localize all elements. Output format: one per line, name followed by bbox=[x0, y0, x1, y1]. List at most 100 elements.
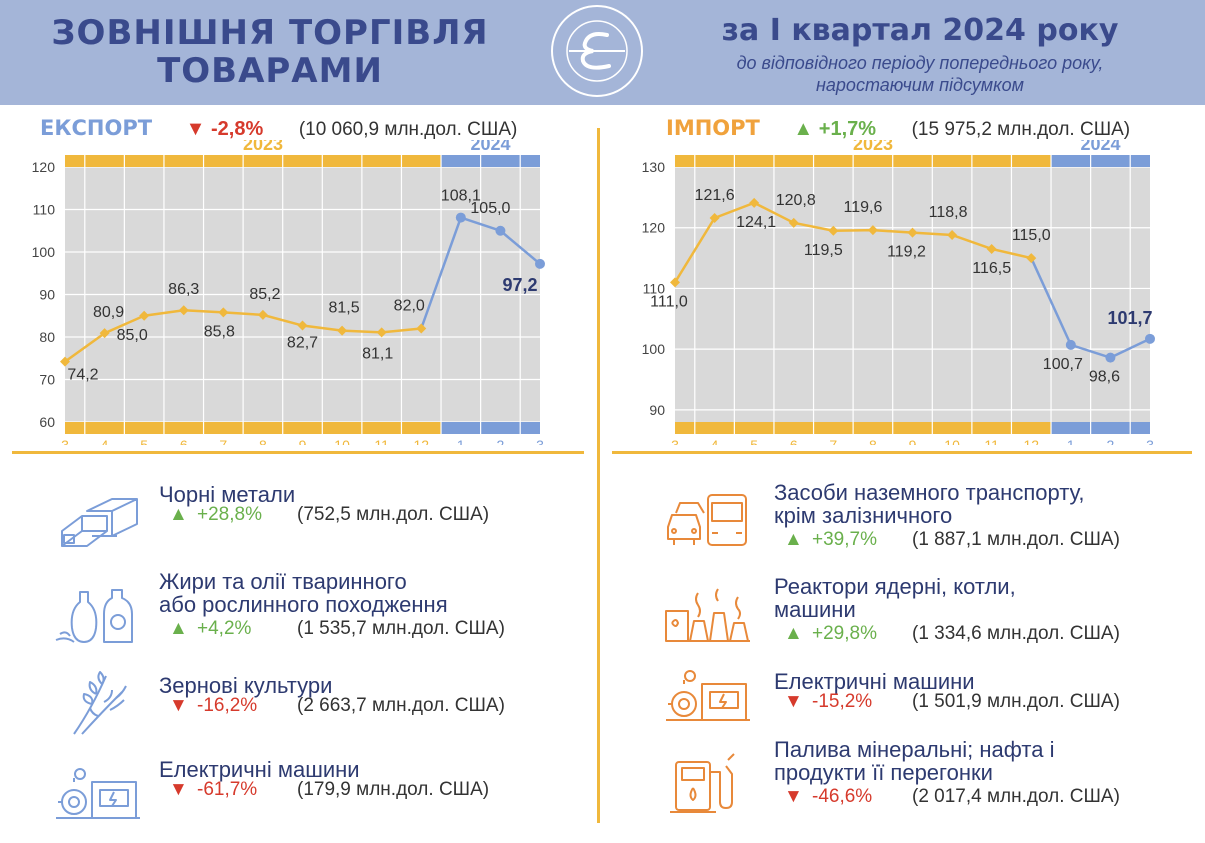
page-title: ЗОВНІШНЯ ТОРГІВЛЯ ТОВАРАМИ bbox=[30, 14, 510, 90]
x-tick-label: 12 bbox=[1023, 437, 1039, 445]
data-point bbox=[218, 307, 229, 318]
y-tick-label: 80 bbox=[39, 329, 55, 345]
x-tick-label: 5 bbox=[140, 437, 148, 445]
data-label: 82,7 bbox=[287, 335, 318, 352]
period-block: за I квартал 2024 року до відповідного п… bbox=[690, 10, 1150, 96]
year-label-2024: 2024 bbox=[1080, 140, 1120, 154]
vertical-divider bbox=[597, 128, 600, 823]
year-band-2023 bbox=[65, 155, 442, 167]
oil-bottles-icon bbox=[52, 580, 144, 653]
item-change: -46,6% bbox=[812, 786, 873, 807]
electric-machine-icon bbox=[52, 760, 144, 833]
item-change: +4,2% bbox=[197, 618, 252, 639]
data-label: 105,0 bbox=[470, 200, 510, 217]
series-line-2023 bbox=[64, 308, 422, 363]
data-label: 108,1 bbox=[441, 188, 481, 205]
data-point bbox=[139, 310, 150, 321]
x-tick-label: 9 bbox=[299, 437, 307, 445]
data-label: 86,3 bbox=[168, 281, 199, 298]
item-amount: (2 017,4 млн.дол. США) bbox=[912, 786, 1120, 807]
item-change: -61,7% bbox=[197, 779, 258, 800]
data-label: 80,9 bbox=[93, 304, 124, 321]
y-tick-label: 110 bbox=[643, 280, 666, 296]
data-label: 120,8 bbox=[776, 192, 816, 209]
data-point bbox=[297, 320, 308, 331]
item-name-line-2: продукти її перегонки bbox=[774, 760, 993, 785]
x-tick-label: 3 bbox=[671, 437, 679, 445]
data-point bbox=[257, 309, 268, 320]
x-tick-label: 3 bbox=[536, 437, 544, 445]
item-change-row: ▲ +39,7% (1 887,1 млн.дол. США) bbox=[784, 529, 1120, 551]
year-label-2024: 2024 bbox=[470, 140, 510, 154]
item-change-row: ▼ -15,2% (1 501,9 млн.дол. США) bbox=[784, 691, 1120, 713]
up-arrow-icon: ▲ bbox=[169, 504, 188, 525]
data-point bbox=[828, 225, 839, 236]
x-tick-label: 9 bbox=[909, 437, 917, 445]
item-name-line-1: Реактори ядерні, котли, bbox=[774, 574, 1016, 599]
data-label: 82,0 bbox=[394, 298, 425, 315]
import-change: ▲ +1,7% bbox=[793, 118, 876, 140]
period-subtitle-1: до відповідного періоду попереднього рок… bbox=[736, 53, 1104, 73]
up-arrow-icon: ▲ bbox=[784, 623, 803, 644]
divider-right bbox=[612, 451, 1192, 454]
item-name: Засоби наземного транспорту, крім залізни… bbox=[774, 481, 1084, 527]
x-tick-label: 8 bbox=[869, 437, 877, 445]
x-tick-label: 8 bbox=[259, 437, 267, 445]
x-tick-label: 2 bbox=[497, 437, 505, 445]
year-band-2024 bbox=[1051, 155, 1150, 167]
item-name-line-2: машини bbox=[774, 597, 856, 622]
derzhstat-logo-icon bbox=[551, 5, 643, 97]
item-change: +39,7% bbox=[812, 529, 877, 550]
item-name: Електричні машини bbox=[159, 758, 360, 781]
y-tick-label: 60 bbox=[39, 414, 55, 430]
data-label: 124,1 bbox=[736, 214, 776, 231]
export-change-value: -2,8% bbox=[211, 118, 264, 140]
down-arrow-icon: ▼ bbox=[784, 786, 803, 807]
import-change-value: +1,7% bbox=[818, 118, 877, 140]
y-tick-label: 120 bbox=[642, 220, 666, 236]
item-change-row: ▲ +29,8% (1 334,6 млн.дол. США) bbox=[784, 623, 1120, 645]
data-label: 119,5 bbox=[804, 242, 843, 259]
year-band-2024 bbox=[1051, 422, 1150, 434]
item-name-line-1: Зернові культури bbox=[159, 673, 333, 698]
data-label: 119,6 bbox=[843, 199, 882, 216]
data-label: 121,6 bbox=[695, 187, 735, 204]
item-name: Електричні машини bbox=[774, 670, 975, 693]
x-tick-label: 6 bbox=[180, 437, 188, 445]
data-label: 115,0 bbox=[1012, 227, 1051, 244]
fuel-pump-icon bbox=[662, 750, 754, 823]
x-tick-label: 10 bbox=[334, 437, 350, 445]
x-tick-label: 5 bbox=[750, 437, 758, 445]
x-tick-label: 4 bbox=[101, 437, 109, 445]
data-point bbox=[670, 277, 680, 288]
x-tick-label: 12 bbox=[413, 437, 429, 445]
item-change: +28,8% bbox=[197, 504, 262, 525]
data-point bbox=[788, 217, 799, 228]
data-label: 81,5 bbox=[329, 300, 360, 317]
series-line-2024 bbox=[1030, 257, 1151, 359]
item-amount: (752,5 млн.дол. США) bbox=[297, 504, 490, 525]
item-name: Реактори ядерні, котли, машини bbox=[774, 575, 1016, 621]
year-band-2024 bbox=[441, 422, 540, 434]
up-arrow-icon: ▲ bbox=[169, 618, 188, 639]
item-amount: (1 334,6 млн.дол. США) bbox=[912, 623, 1120, 644]
title-line-1: ЗОВНІШНЯ ТОРГІВЛЯ bbox=[51, 13, 489, 53]
series-line-2024 bbox=[420, 216, 541, 329]
data-label: 119,2 bbox=[887, 244, 926, 261]
y-tick-label: 90 bbox=[39, 287, 55, 303]
x-tick-label: 2 bbox=[1107, 437, 1115, 445]
item-amount: (1 535,7 млн.дол. США) bbox=[297, 618, 505, 639]
export-heading: ЕКСПОРТ ▼ -2,8% (10 060,9 млн.дол. США) bbox=[40, 115, 517, 141]
data-label: 98,6 bbox=[1089, 369, 1120, 386]
export-title: ЕКСПОРТ bbox=[40, 116, 153, 140]
data-point bbox=[178, 305, 189, 316]
data-point bbox=[416, 323, 427, 334]
data-point bbox=[1026, 253, 1037, 264]
data-point bbox=[709, 213, 720, 223]
y-tick-label: 100 bbox=[32, 244, 56, 260]
data-point bbox=[60, 356, 70, 367]
x-tick-label: 1 bbox=[1067, 437, 1075, 445]
y-tick-label: 110 bbox=[33, 202, 56, 218]
export-total: (10 060,9 млн.дол. США) bbox=[298, 119, 518, 140]
